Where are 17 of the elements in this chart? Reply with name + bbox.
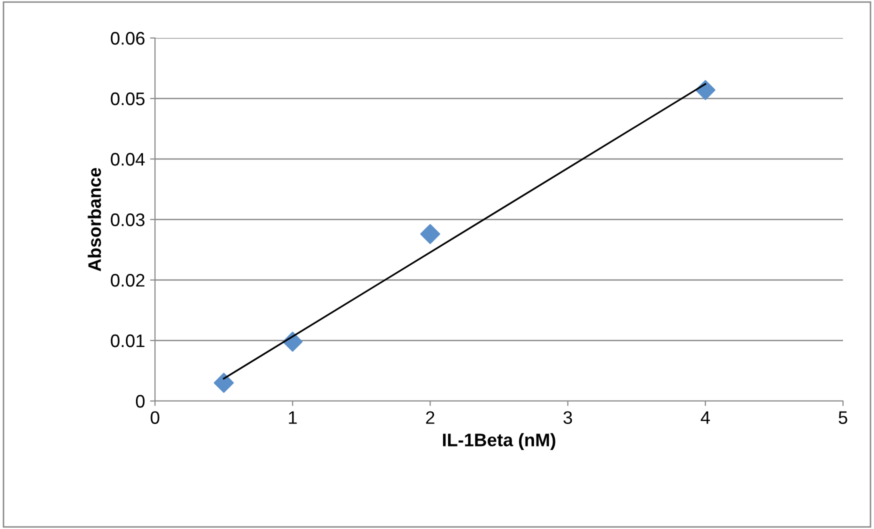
y-tick-label: 0.04 bbox=[110, 152, 145, 166]
x-tick-label: 2 bbox=[426, 411, 434, 424]
point bbox=[214, 372, 234, 393]
x-tick-label: 0 bbox=[150, 411, 160, 424]
y-tick-label: 0.03 bbox=[110, 213, 144, 226]
y-tick-label: 0 bbox=[136, 394, 145, 408]
x-tick-label: 4 bbox=[700, 411, 710, 424]
y-tick-label: 0.01 bbox=[110, 334, 144, 348]
y-tick-label: 0.06 bbox=[110, 32, 144, 45]
x-tick-label: 1 bbox=[288, 411, 297, 424]
y-tick-label: 0.05 bbox=[110, 92, 145, 106]
y-axis-title: Absorbance bbox=[88, 168, 102, 272]
x-tick-label: 3 bbox=[563, 411, 572, 424]
y-tick-label: 0.02 bbox=[110, 274, 144, 287]
point bbox=[420, 224, 440, 244]
x-axis-title: IL-1Beta (nM) bbox=[443, 433, 556, 450]
x-tick-label: 5 bbox=[838, 411, 848, 424]
